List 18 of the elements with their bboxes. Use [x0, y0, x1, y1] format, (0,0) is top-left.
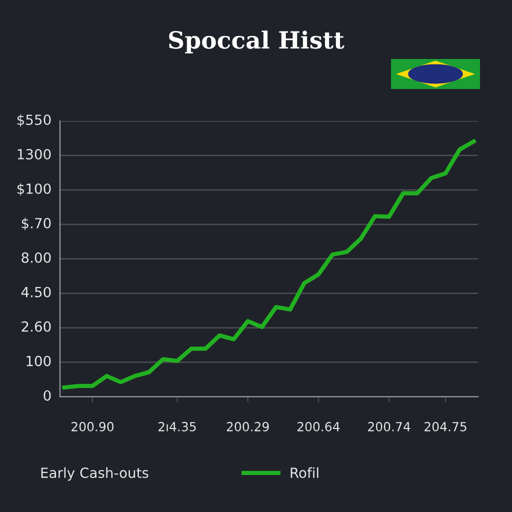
text: 1300 — [18, 148, 51, 160]
text: $.70 — [22, 218, 51, 230]
x-tick-label: 200.29 — [226, 422, 269, 432]
legend-label: Rofil — [290, 467, 318, 478]
x-tick-label: 200.74 — [368, 422, 410, 432]
text: Early Cash-outs — [41, 467, 148, 481]
text: 0 — [44, 390, 51, 401]
x-tick-label: 200.90 — [72, 422, 114, 432]
text: 2.60 — [22, 321, 51, 332]
text: $100 — [17, 183, 51, 196]
text: 100 — [26, 356, 51, 366]
x-tick-label: 200.64 — [297, 422, 340, 432]
text: $550 — [17, 114, 51, 127]
text: 4.50 — [21, 286, 51, 298]
text: 8.00 — [22, 252, 51, 263]
x-tick-label: 2ı4.35 — [158, 422, 196, 432]
chart-title: Spoccal Histt — [169, 30, 344, 54]
x-tick-label: 204.75 — [424, 422, 466, 432]
